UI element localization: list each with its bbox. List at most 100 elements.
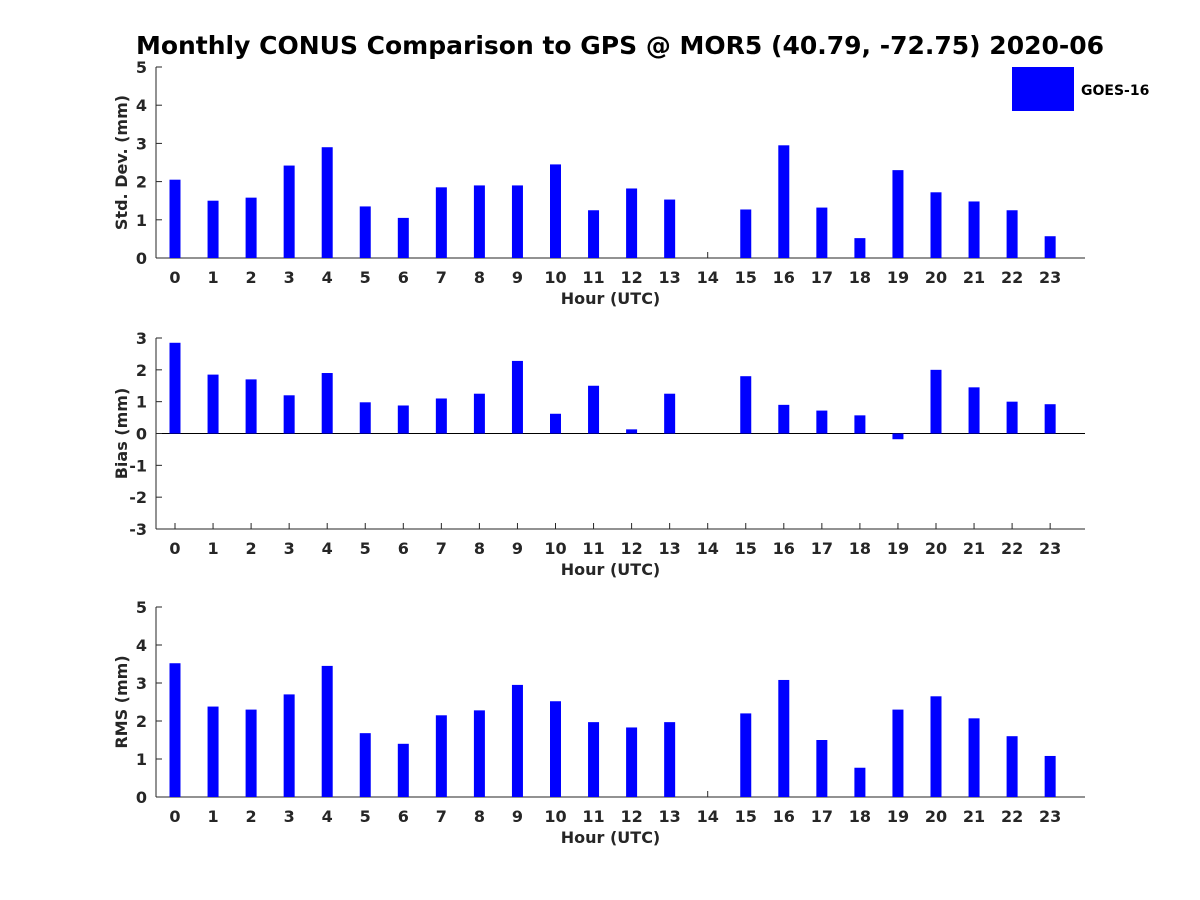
bias-y-tick-label: -1 bbox=[129, 456, 147, 475]
rms-bar-hour-21 bbox=[968, 718, 980, 797]
rms-x-tick-label: 9 bbox=[512, 807, 523, 826]
std-dev-bar-hour-16 bbox=[778, 145, 790, 258]
bias-bar-hour-17 bbox=[816, 410, 828, 434]
rms-bar-hour-0 bbox=[169, 663, 181, 797]
rms-x-tick-label: 23 bbox=[1039, 807, 1061, 826]
bias-bar-hour-2 bbox=[245, 379, 257, 434]
legend: GOES-16 bbox=[1012, 67, 1149, 111]
std-dev-x-tick-label: 6 bbox=[398, 268, 409, 287]
rms-bar-hour-3 bbox=[283, 694, 295, 797]
bias-bar-hour-7 bbox=[435, 398, 447, 434]
std-dev-bar-hour-23 bbox=[1044, 236, 1056, 258]
bias-bar-hour-5 bbox=[359, 402, 371, 434]
bias-bar-hour-9 bbox=[511, 360, 523, 434]
std-dev-x-tick-label: 9 bbox=[512, 268, 523, 287]
bias-bar-hour-22 bbox=[1006, 401, 1018, 434]
bias-y-tick-label: 3 bbox=[136, 329, 147, 348]
rms-x-tick-label: 8 bbox=[474, 807, 485, 826]
rms-bar-hour-5 bbox=[359, 733, 371, 797]
rms-bar-hour-8 bbox=[473, 710, 485, 797]
rms-x-tick-label: 0 bbox=[169, 807, 180, 826]
rms-y-tick-label: 5 bbox=[136, 598, 147, 617]
bias-x-tick-label: 2 bbox=[246, 539, 257, 558]
rms-x-tick-label: 20 bbox=[925, 807, 947, 826]
rms-x-tick-label: 10 bbox=[544, 807, 566, 826]
std-dev-bar-hour-13 bbox=[664, 199, 676, 258]
std-dev-bar-hour-4 bbox=[321, 147, 333, 258]
rms-bar-hour-15 bbox=[740, 713, 752, 797]
std-dev-bar-hour-11 bbox=[588, 210, 600, 258]
std-dev-y-tick-label: 1 bbox=[136, 211, 147, 230]
std-dev-x-tick-label: 14 bbox=[697, 268, 719, 287]
std-dev-bar-hour-6 bbox=[397, 217, 409, 258]
std-dev-x-tick-label: 10 bbox=[544, 268, 566, 287]
bias-y-tick-label: 0 bbox=[136, 425, 147, 444]
legend-swatch bbox=[1012, 67, 1074, 111]
bias-bar-hour-16 bbox=[778, 404, 790, 434]
bias-bar-hour-18 bbox=[854, 415, 866, 434]
std-dev-x-tick-label: 18 bbox=[849, 268, 871, 287]
std-dev-x-tick-label: 15 bbox=[735, 268, 757, 287]
std-dev-bar-hour-0 bbox=[169, 179, 181, 258]
rms-bar-hour-7 bbox=[435, 715, 447, 797]
std-dev-x-tick-label: 0 bbox=[169, 268, 180, 287]
bias-x-tick-label: 18 bbox=[849, 539, 871, 558]
bias-x-tick-label: 5 bbox=[360, 539, 371, 558]
bias-x-tick-label: 21 bbox=[963, 539, 985, 558]
std-dev-bar-hour-21 bbox=[968, 201, 980, 258]
std-dev-bar-hour-3 bbox=[283, 165, 295, 258]
rms-y-tick-label: 1 bbox=[136, 750, 147, 769]
std-dev-x-tick-label: 13 bbox=[659, 268, 681, 287]
std-dev-x-tick-label: 5 bbox=[360, 268, 371, 287]
bias-y-tick-label: 2 bbox=[136, 361, 147, 380]
rms-x-tick-label: 22 bbox=[1001, 807, 1023, 826]
std-dev-y-tick-label: 2 bbox=[136, 173, 147, 192]
std-dev-bar-hour-10 bbox=[550, 164, 561, 258]
rms-bar-hour-12 bbox=[626, 727, 638, 797]
rms-bar-hour-16 bbox=[778, 679, 790, 797]
rms-y-tick-label: 2 bbox=[136, 712, 147, 731]
bias-x-tick-label: 7 bbox=[436, 539, 447, 558]
std-dev-y-tick-label: 0 bbox=[136, 249, 147, 268]
bias-bar-hour-6 bbox=[397, 405, 409, 434]
bias-bar-hour-1 bbox=[207, 374, 219, 434]
std-dev-x-tick-label: 20 bbox=[925, 268, 947, 287]
rms-x-axis-label: Hour (UTC) bbox=[561, 828, 661, 847]
bias-x-tick-label: 4 bbox=[322, 539, 333, 558]
chart-title: Monthly CONUS Comparison to GPS @ MOR5 (… bbox=[136, 31, 1104, 60]
bias-bar-hour-8 bbox=[473, 393, 485, 434]
rms-x-tick-label: 14 bbox=[697, 807, 719, 826]
std-dev-bar-hour-22 bbox=[1006, 210, 1018, 258]
rms-x-tick-label: 13 bbox=[659, 807, 681, 826]
bias-x-axis-label: Hour (UTC) bbox=[561, 560, 661, 579]
rms-bar-hour-22 bbox=[1006, 736, 1018, 797]
bias-bar-hour-4 bbox=[321, 373, 333, 434]
rms-x-tick-label: 2 bbox=[246, 807, 257, 826]
bias-x-tick-label: 6 bbox=[398, 539, 409, 558]
bias-x-tick-label: 0 bbox=[169, 539, 180, 558]
rms-x-tick-label: 7 bbox=[436, 807, 447, 826]
rms-x-tick-label: 3 bbox=[284, 807, 295, 826]
std-dev-bar-hour-2 bbox=[245, 197, 257, 258]
bias-y-tick-label: -2 bbox=[129, 488, 147, 507]
bias-x-tick-label: 10 bbox=[544, 539, 566, 558]
rms-x-tick-label: 15 bbox=[735, 807, 757, 826]
bias-bar-hour-13 bbox=[664, 393, 676, 434]
bias-bar-hour-12 bbox=[626, 429, 638, 434]
std-dev-y-tick-label: 3 bbox=[136, 134, 147, 153]
std-dev-x-tick-label: 19 bbox=[887, 268, 909, 287]
bias-x-tick-label: 8 bbox=[474, 539, 485, 558]
std-dev-y-tick-label: 5 bbox=[136, 58, 147, 77]
rms-bar-hour-9 bbox=[511, 684, 523, 797]
std-dev-x-tick-label: 22 bbox=[1001, 268, 1023, 287]
rms-y-tick-label: 3 bbox=[136, 674, 147, 693]
bias-x-tick-label: 17 bbox=[811, 539, 833, 558]
bias-x-tick-label: 22 bbox=[1001, 539, 1023, 558]
rms-y-tick-label: 4 bbox=[136, 636, 147, 655]
std-dev-bar-hour-7 bbox=[435, 187, 447, 258]
std-dev-y-axis-label: Std. Dev. (mm) bbox=[112, 95, 131, 230]
rms-x-tick-label: 5 bbox=[360, 807, 371, 826]
bias-x-tick-label: 23 bbox=[1039, 539, 1061, 558]
rms-x-tick-label: 11 bbox=[582, 807, 604, 826]
